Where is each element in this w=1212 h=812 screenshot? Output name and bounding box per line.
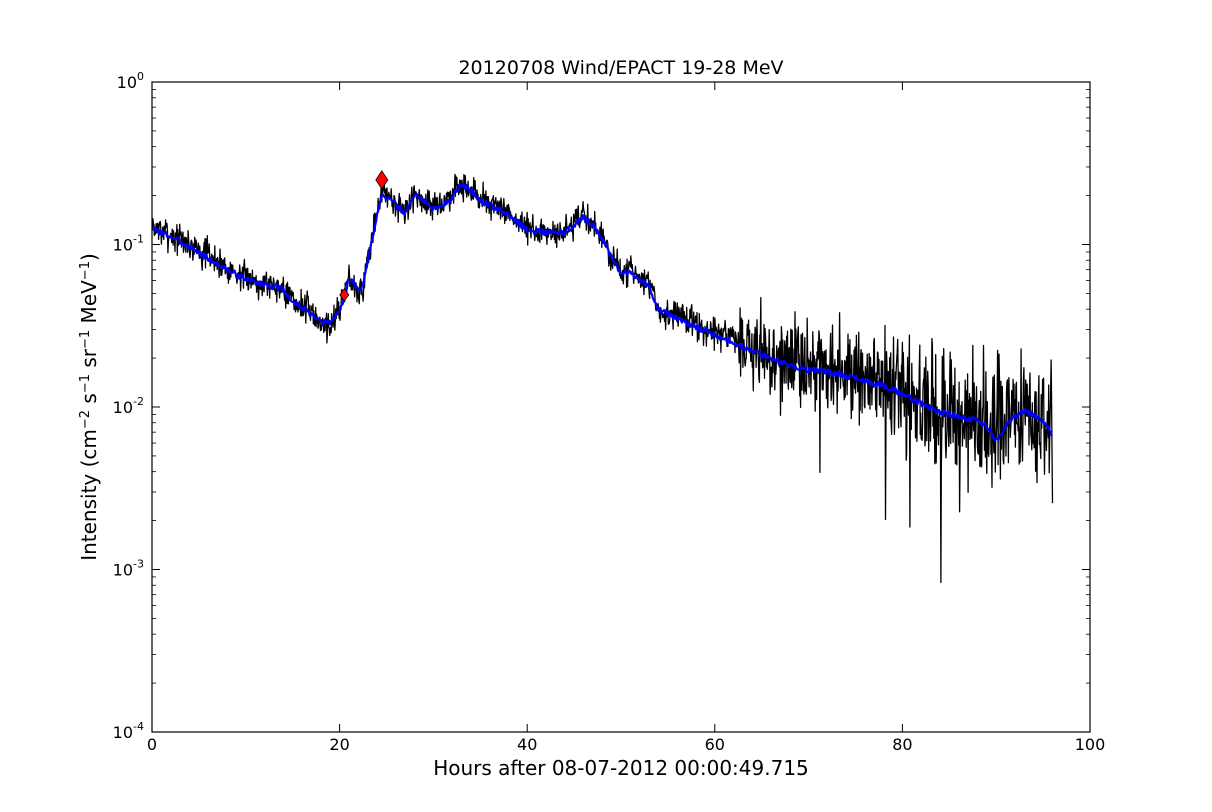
event-marker (375, 170, 389, 190)
plot-area (152, 170, 1054, 584)
event-marker (339, 288, 350, 302)
y-axis: 10-4 10-3 10-2 10-1 100 (113, 70, 1090, 742)
x-axis-label: Hours after 08-07-2012 00:00:49.715 (433, 756, 809, 780)
x-tick-label: 80 (892, 735, 912, 754)
x-axis: 0 20 40 60 80 100 (147, 82, 1105, 754)
y-tick-label: 10-4 (113, 720, 144, 742)
chart-title: 20120708 Wind/EPACT 19-28 MeV (458, 57, 783, 79)
x-tick-label: 60 (705, 735, 725, 754)
x-tick-label: 20 (329, 735, 349, 754)
x-tick-label: 100 (1075, 735, 1106, 754)
y-tick-label: 10-1 (113, 233, 144, 255)
y-axis-label: Intensity (cm−2 s−1 sr−1 MeV−1) (77, 253, 101, 561)
series-smoothed-line (152, 183, 1054, 442)
x-tick-label: 0 (147, 735, 157, 754)
y-tick-label: 10-2 (113, 395, 144, 417)
x-tick-label: 40 (517, 735, 537, 754)
y-tick-label: 100 (117, 70, 144, 92)
y-tick-label: 10-3 (113, 558, 144, 580)
